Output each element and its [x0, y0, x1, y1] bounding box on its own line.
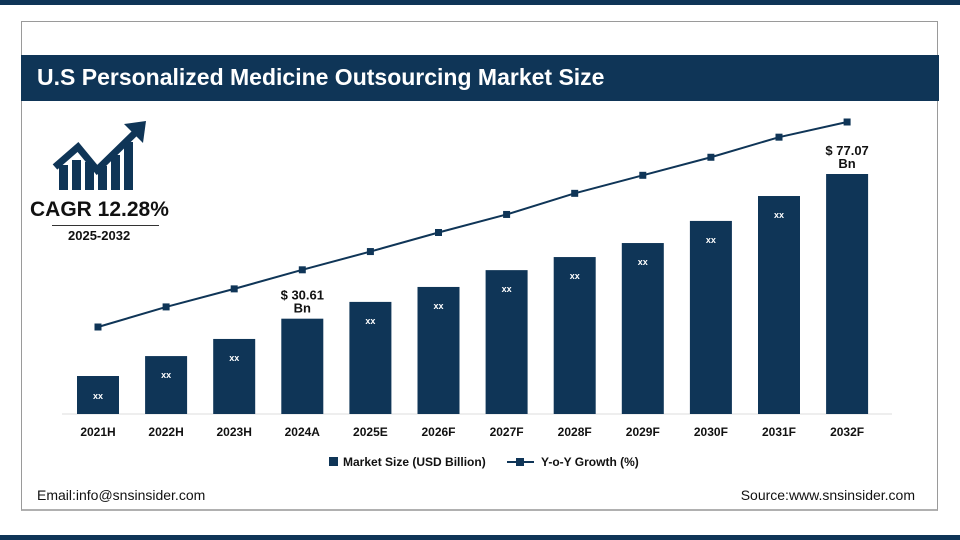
bar-data-label: xx	[638, 257, 648, 267]
bar-2025E	[349, 301, 392, 414]
bar-2026F	[417, 286, 460, 414]
bar-data-label: xx	[502, 284, 512, 294]
x-tick-label: 2031F	[762, 425, 796, 439]
x-tick-label: 2030F	[694, 425, 728, 439]
growth-chart-icon	[52, 121, 146, 190]
contact-email: Email:info@snsinsider.com	[37, 487, 206, 503]
x-tick-label: 2022H	[148, 425, 183, 439]
bar-2028F	[553, 257, 596, 414]
page-title: U.S Personalized Medicine Outsourcing Ma…	[37, 64, 605, 90]
yoy-point-2027F	[503, 210, 511, 218]
legend-bar-swatch	[329, 457, 338, 466]
source-link: Source:www.snsinsider.com	[740, 487, 915, 503]
bar-2023H	[213, 338, 256, 414]
x-tick-label: 2024A	[285, 425, 321, 439]
bar-data-label: xx	[229, 353, 239, 363]
bar-data-label: xx	[570, 271, 580, 281]
bar-value-label: $ 77.07	[825, 143, 868, 158]
bar-data-label: xx	[93, 391, 103, 401]
x-tick-label: 2026F	[421, 425, 455, 439]
yoy-point-2030F	[707, 153, 715, 161]
yoy-point-2032F	[843, 118, 851, 126]
yoy-point-2025E	[366, 248, 374, 256]
bottom-accent-bar	[0, 535, 960, 540]
legend: Market Size (USD Billion) Y-o-Y Growth (…	[329, 455, 639, 469]
yoy-point-2023H	[230, 285, 238, 293]
x-tick-label: 2028F	[558, 425, 592, 439]
bar-2029F	[621, 243, 664, 414]
cagr-divider	[52, 225, 159, 226]
cagr-value: CAGR 12.28%	[30, 198, 169, 221]
yoy-point-2028F	[571, 189, 579, 197]
bar-value-unit: Bn	[294, 301, 311, 316]
bar-value-label: $ 30.61	[281, 288, 324, 303]
bar-data-label: xx	[365, 316, 375, 326]
x-tick-label: 2029F	[626, 425, 660, 439]
bar-data-label: xx	[706, 235, 716, 245]
infographic-frame	[21, 21, 938, 511]
yoy-point-2022H	[162, 303, 170, 311]
bar-2024A	[281, 318, 324, 414]
bar-data-label: xx	[774, 210, 784, 220]
x-tick-label: 2025E	[353, 425, 388, 439]
legend-line-marker	[516, 458, 524, 466]
x-tick-label: 2032F	[830, 425, 864, 439]
x-tick-label: 2023H	[217, 425, 252, 439]
bar-data-label: xx	[161, 370, 171, 380]
legend-label-market-size: Market Size (USD Billion)	[343, 455, 486, 469]
yoy-growth-line	[97, 121, 848, 328]
yoy-point-2021H	[94, 323, 102, 331]
x-tick-label: 2021H	[80, 425, 115, 439]
bar-2032F	[826, 174, 869, 414]
yoy-point-2026F	[435, 228, 442, 236]
bar-data-label: xx	[433, 301, 443, 311]
bar-2021H	[77, 376, 119, 414]
bar-2027F	[485, 270, 528, 414]
x-tick-label: 2027F	[490, 425, 524, 439]
yoy-point-2031F	[775, 133, 783, 141]
bar-2031F	[758, 196, 800, 414]
yoy-point-2029F	[639, 171, 647, 179]
cagr-period: 2025-2032	[68, 228, 131, 243]
title-band	[21, 55, 939, 101]
legend-label-yoy-growth: Y-o-Y Growth (%)	[541, 455, 639, 469]
bar-value-unit: Bn	[838, 156, 855, 171]
bar-2030F	[689, 220, 732, 414]
yoy-point-2024A	[298, 266, 306, 274]
top-accent-bar	[0, 0, 960, 5]
bar-2022H	[145, 356, 188, 414]
